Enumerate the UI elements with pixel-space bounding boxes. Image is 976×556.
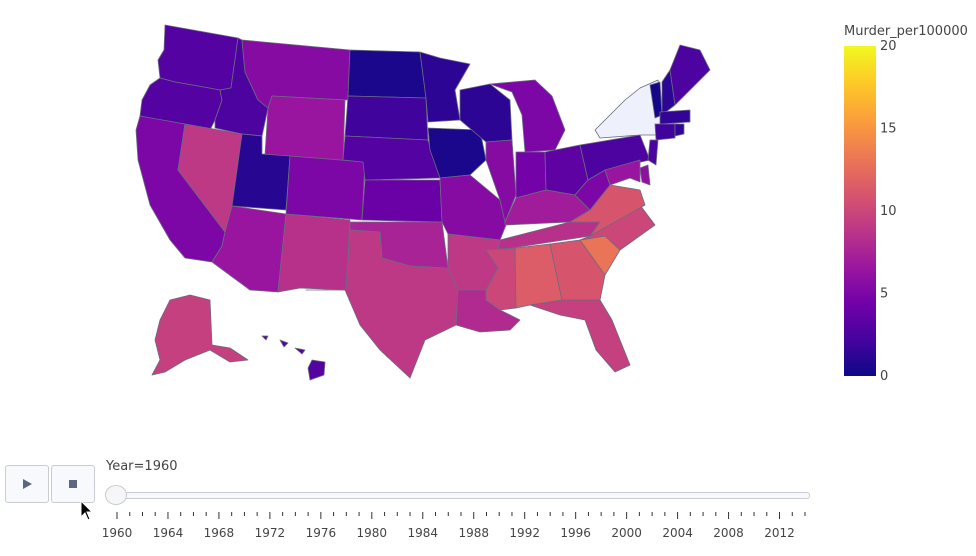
slider-year-label[interactable]: 1972 (255, 526, 286, 540)
state-CO[interactable] (285, 155, 366, 221)
slider-year-label[interactable]: 1988 (458, 526, 489, 540)
year-slider-track[interactable] (112, 492, 810, 499)
slider-year-label[interactable]: 1992 (509, 526, 540, 540)
state-NJ[interactable] (647, 139, 659, 166)
play-icon (23, 479, 32, 489)
state-WA[interactable] (157, 24, 239, 91)
state-ND[interactable] (347, 49, 427, 99)
state-MD[interactable] (604, 159, 641, 186)
slider-year-label[interactable]: 1976 (306, 526, 337, 540)
slider-year-label[interactable]: 1968 (204, 526, 235, 540)
year-slider-handle[interactable] (105, 485, 127, 505)
slider-prefix: Year= (106, 459, 145, 474)
slider-year-label[interactable]: 1960 (102, 526, 133, 540)
state-MA[interactable] (659, 109, 691, 125)
stop-button[interactable] (51, 465, 95, 503)
slider-year-label[interactable]: 1980 (357, 526, 388, 540)
slider-year-label[interactable]: 2008 (713, 526, 744, 540)
year-slider-ticks: 1960 1964 1968 1972 1976 1980 1984 1988 1992 1996… (102, 512, 806, 540)
state-GA[interactable] (549, 239, 606, 301)
state-NM[interactable] (277, 213, 351, 293)
state-ME[interactable] (669, 44, 711, 106)
state-CT[interactable] (654, 123, 676, 141)
slider-current-value: Year=1960 (106, 459, 178, 474)
stop-icon (69, 480, 77, 488)
state-DE[interactable] (639, 164, 651, 186)
state-MO[interactable] (439, 174, 507, 241)
slider-year-label[interactable]: 2004 (662, 526, 693, 540)
slider-year: 1960 (144, 459, 178, 474)
state-KS[interactable] (361, 179, 443, 223)
us-choropleth-map (135, 24, 711, 381)
slider-year-label[interactable]: 1984 (408, 526, 439, 540)
state-RI[interactable] (674, 123, 685, 137)
mouse-cursor-icon (80, 500, 94, 521)
slider-year-label[interactable]: 1964 (153, 526, 184, 540)
state-TX[interactable] (305, 229, 459, 379)
state-WY[interactable] (264, 95, 346, 163)
slider-year-label[interactable]: 2000 (611, 526, 642, 540)
state-MN[interactable] (419, 51, 471, 123)
state-FL[interactable] (529, 299, 631, 373)
slider-year-label[interactable]: 2012 (764, 526, 795, 540)
state-AK[interactable] (151, 294, 249, 376)
slider-year-label[interactable]: 1996 (560, 526, 591, 540)
state-SD[interactable] (344, 95, 429, 141)
state-HI[interactable] (261, 335, 326, 381)
play-button[interactable] (5, 465, 49, 503)
